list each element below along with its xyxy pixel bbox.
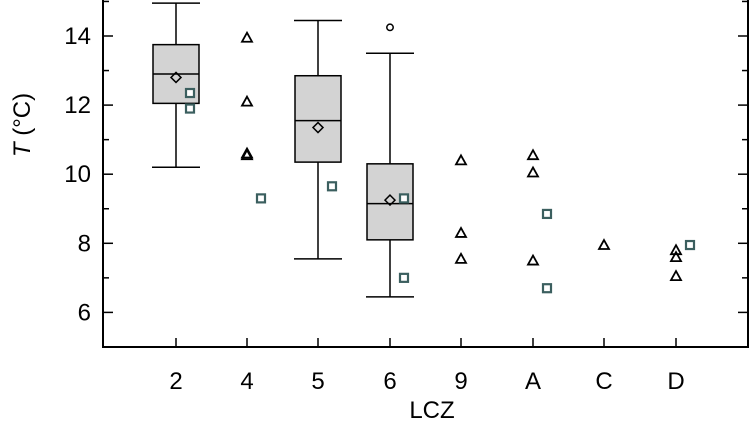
markers-layer <box>184 30 696 294</box>
mean-diamond <box>311 121 325 134</box>
triangle-point <box>526 165 540 178</box>
x-tick-label: 2 <box>169 368 182 395</box>
square-point <box>398 193 410 204</box>
x-tick-label: D <box>667 368 684 395</box>
y-tick-label: 14 <box>64 23 91 50</box>
x-tick-label: 6 <box>383 368 396 395</box>
triangle-point <box>240 30 254 43</box>
x-tick-label: 4 <box>240 368 253 395</box>
y-tick-label: 10 <box>64 161 91 188</box>
triangle-point <box>669 243 683 256</box>
y-tick-label: 6 <box>78 299 91 326</box>
x-tick-label: A <box>525 368 541 395</box>
triangle-point <box>454 251 468 264</box>
box-group-5 <box>294 19 342 260</box>
triangle-point <box>669 250 683 263</box>
y-axis-title-symbol: T <box>9 140 36 157</box>
box-iqr <box>294 74 342 163</box>
triangle-point <box>240 94 254 107</box>
boxes-layer <box>152 2 414 298</box>
triangle-point <box>240 148 254 161</box>
y-axis-title: T (°C) <box>9 93 36 157</box>
triangle-point <box>597 238 611 250</box>
square-point <box>184 103 196 114</box>
square-point <box>255 193 267 204</box>
x-axis-title: LCZ <box>409 397 454 423</box>
y-tick-label: 8 <box>78 230 91 257</box>
x-tick-label: 5 <box>311 368 324 395</box>
outlier-point <box>386 23 394 32</box>
x-tick-label: C <box>595 368 612 395</box>
square-point <box>398 272 410 283</box>
triangle-point <box>526 148 540 161</box>
square-point <box>184 87 196 99</box>
box-group-6 <box>366 23 414 298</box>
x-tick-label: 9 <box>454 368 467 395</box>
box-group-2 <box>152 2 200 169</box>
labels-layer: LCZ T (°C) 6 8 10 12 14 2 4 5 6 9 A C D <box>9 23 685 423</box>
square-point <box>684 239 696 251</box>
mean-diamond <box>383 194 397 207</box>
triangle-point <box>526 253 540 266</box>
triangle-point <box>669 269 683 282</box>
triangle-point <box>454 153 468 166</box>
y-axis-title-unit: (°C) <box>9 93 36 143</box>
square-point <box>326 181 338 192</box>
square-point <box>541 208 553 220</box>
square-point <box>541 283 553 294</box>
mean-diamond <box>169 71 183 84</box>
axes-layer <box>102 0 749 348</box>
triangle-point <box>454 226 468 238</box>
y-tick-label: 12 <box>64 92 91 119</box>
